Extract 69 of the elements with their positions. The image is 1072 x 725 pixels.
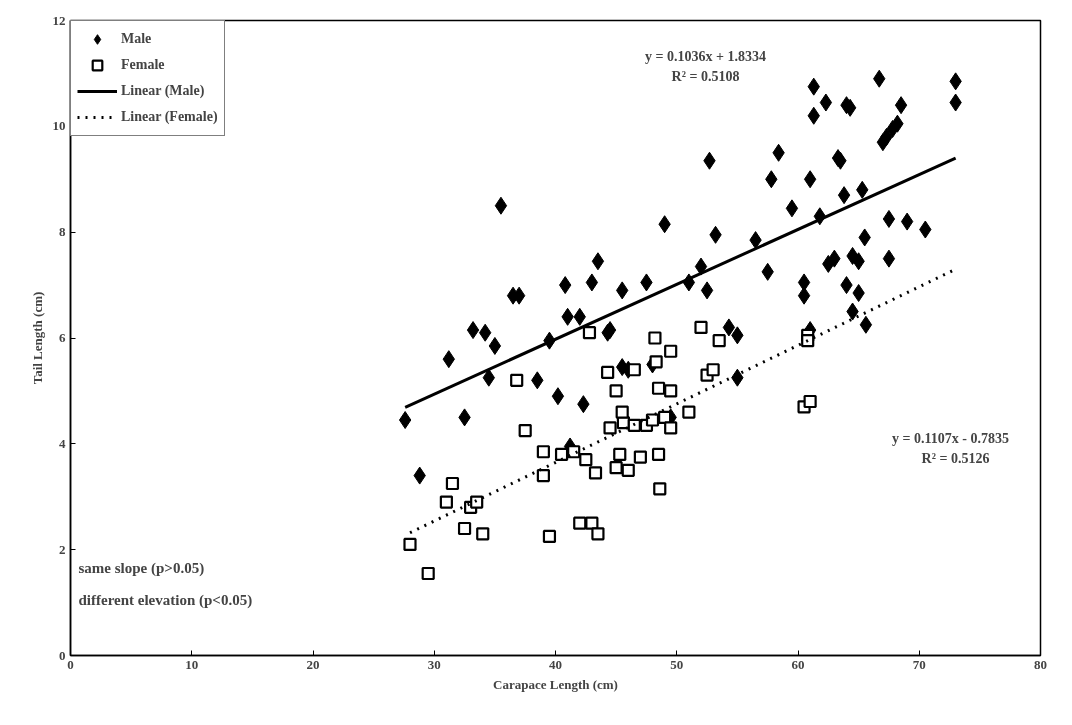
point bbox=[801, 334, 815, 348]
y-axis-title: Tail Length (cm) bbox=[29, 291, 45, 385]
point bbox=[694, 320, 708, 335]
legend-label: Linear (Female) bbox=[121, 109, 218, 125]
point bbox=[573, 516, 587, 530]
point bbox=[682, 405, 696, 419]
point bbox=[712, 334, 726, 348]
annotation: R² = 0.5126 bbox=[921, 450, 990, 466]
point bbox=[706, 363, 720, 377]
point bbox=[664, 384, 678, 398]
point bbox=[601, 365, 615, 379]
y-tick-label: 4 bbox=[59, 435, 66, 451]
legend-label: Linear (Male) bbox=[121, 83, 205, 99]
point bbox=[542, 529, 557, 544]
point bbox=[621, 463, 635, 477]
point bbox=[476, 527, 490, 541]
x-tick-label: 40 bbox=[549, 656, 562, 672]
x-tick-label: 20 bbox=[306, 656, 320, 672]
point bbox=[803, 394, 817, 409]
point bbox=[567, 445, 581, 459]
y-tick-label: 10 bbox=[52, 118, 66, 134]
point bbox=[664, 344, 678, 358]
point bbox=[536, 445, 550, 459]
point bbox=[536, 468, 550, 483]
point bbox=[609, 384, 623, 398]
point bbox=[445, 476, 460, 491]
point bbox=[421, 566, 435, 581]
point bbox=[653, 482, 667, 496]
y-tick-label: 6 bbox=[59, 330, 66, 345]
annotation: y = 0.1036x + 1.8334 bbox=[645, 48, 766, 64]
point bbox=[615, 405, 629, 419]
point bbox=[403, 537, 417, 551]
y-tick-label: 12 bbox=[52, 12, 66, 28]
annotation: different elevation (p<0.05) bbox=[78, 591, 253, 609]
point bbox=[554, 447, 569, 462]
point bbox=[457, 521, 472, 536]
x-tick-label: 60 bbox=[791, 656, 805, 672]
point bbox=[518, 424, 532, 438]
point bbox=[603, 421, 617, 435]
point bbox=[651, 381, 666, 395]
point bbox=[439, 495, 453, 509]
point bbox=[648, 331, 662, 345]
point bbox=[651, 447, 666, 462]
y-tick-label: 8 bbox=[59, 224, 66, 240]
y-tick-label: 2 bbox=[59, 541, 66, 557]
point bbox=[664, 421, 678, 435]
legend-label: Female bbox=[121, 57, 165, 73]
point bbox=[645, 413, 660, 427]
x-tick-label: 30 bbox=[427, 656, 441, 672]
point bbox=[582, 326, 597, 340]
point bbox=[510, 373, 524, 387]
point bbox=[591, 527, 605, 541]
point bbox=[613, 447, 627, 462]
point bbox=[609, 461, 623, 475]
point bbox=[627, 363, 641, 377]
point bbox=[633, 450, 647, 464]
annotation: y = 0.1107x - 0.7835 bbox=[892, 430, 1009, 446]
legend-label: Male bbox=[121, 31, 152, 47]
annotation: R² = 0.5108 bbox=[671, 68, 740, 84]
x-tick-label: 50 bbox=[670, 656, 684, 672]
point bbox=[588, 466, 603, 480]
annotation: same slope (p>0.05) bbox=[78, 559, 205, 577]
point bbox=[649, 355, 663, 369]
x-axis-title: Carapace Length (cm) bbox=[493, 676, 618, 692]
x-tick-label: 70 bbox=[912, 656, 926, 672]
x-tick-label: 10 bbox=[185, 656, 199, 672]
x-tick-label: 80 bbox=[1034, 656, 1047, 672]
point bbox=[470, 495, 484, 509]
point bbox=[579, 453, 593, 467]
